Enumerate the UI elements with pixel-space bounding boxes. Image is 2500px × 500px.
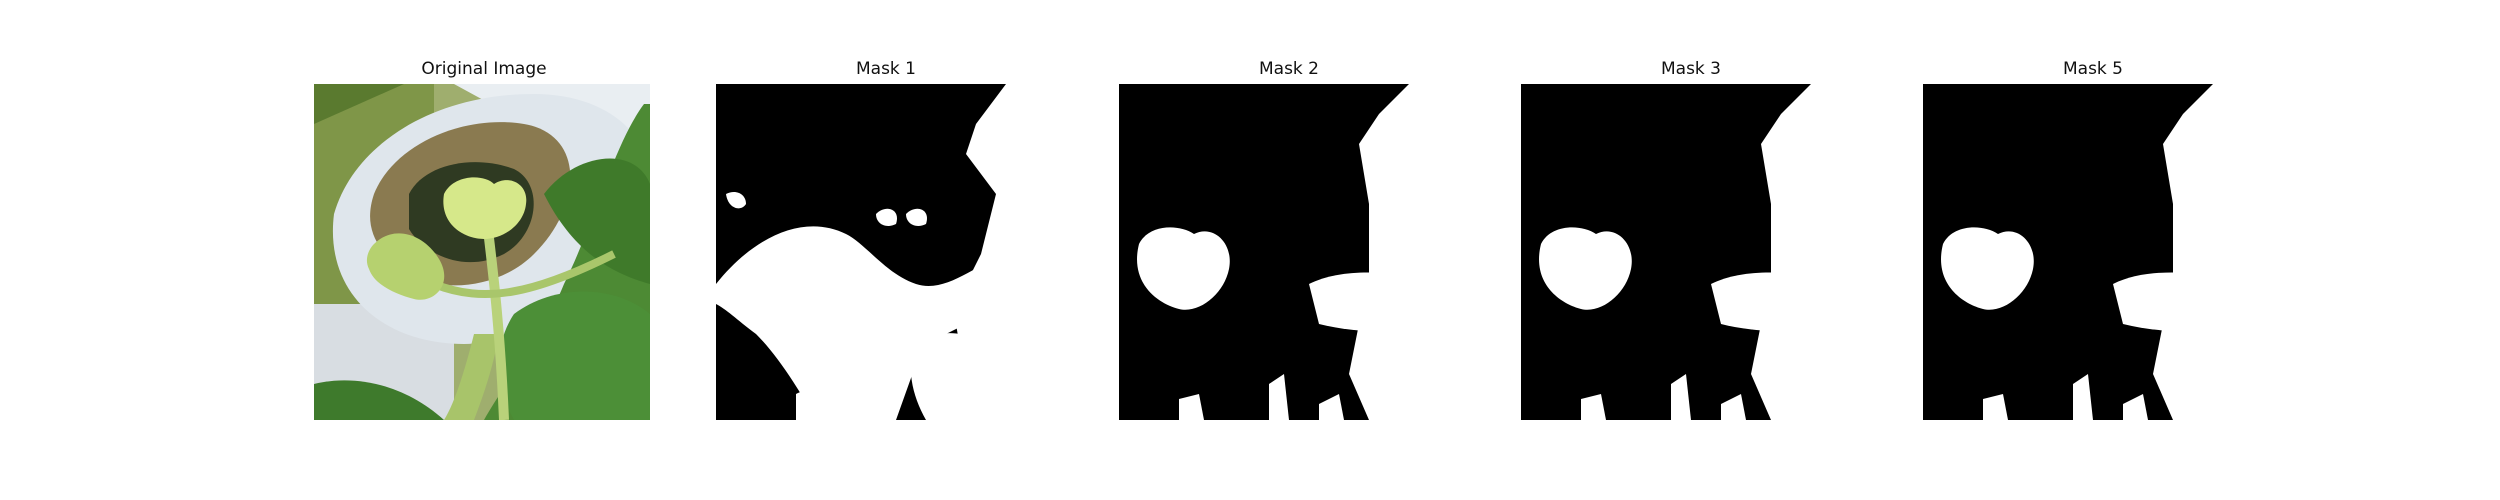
mask5-image	[1923, 84, 2259, 420]
panel-title: Original Image	[421, 59, 547, 79]
mask1-image	[716, 84, 1052, 420]
panel-title: Mask 2	[1258, 59, 1319, 79]
panel-title: Mask 1	[855, 59, 916, 79]
panel-title: Mask 5	[2062, 59, 2123, 79]
mask3-image	[1521, 84, 1857, 420]
mask2-image	[1119, 84, 1455, 420]
original-image	[314, 84, 650, 420]
panel-title: Mask 3	[1660, 59, 1721, 79]
